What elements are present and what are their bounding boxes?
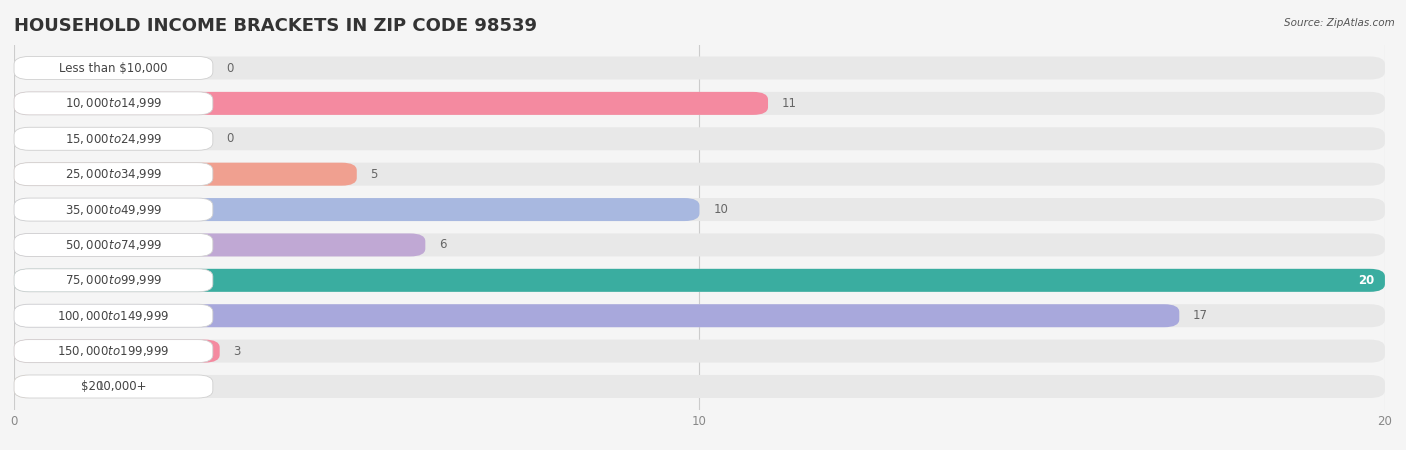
FancyBboxPatch shape xyxy=(14,269,1385,292)
FancyBboxPatch shape xyxy=(14,127,1385,150)
FancyBboxPatch shape xyxy=(14,375,1385,398)
Text: $50,000 to $74,999: $50,000 to $74,999 xyxy=(65,238,162,252)
FancyBboxPatch shape xyxy=(14,92,768,115)
FancyBboxPatch shape xyxy=(14,375,83,398)
FancyBboxPatch shape xyxy=(14,234,212,256)
Text: $15,000 to $24,999: $15,000 to $24,999 xyxy=(65,132,162,146)
FancyBboxPatch shape xyxy=(14,304,1180,327)
FancyBboxPatch shape xyxy=(14,57,1385,80)
Text: Source: ZipAtlas.com: Source: ZipAtlas.com xyxy=(1284,18,1395,28)
Text: $35,000 to $49,999: $35,000 to $49,999 xyxy=(65,202,162,216)
FancyBboxPatch shape xyxy=(14,340,219,363)
Text: $25,000 to $34,999: $25,000 to $34,999 xyxy=(65,167,162,181)
FancyBboxPatch shape xyxy=(14,198,1385,221)
FancyBboxPatch shape xyxy=(14,162,357,186)
Text: $100,000 to $149,999: $100,000 to $149,999 xyxy=(58,309,170,323)
FancyBboxPatch shape xyxy=(14,269,212,292)
FancyBboxPatch shape xyxy=(14,234,425,256)
Text: 20: 20 xyxy=(1358,274,1375,287)
FancyBboxPatch shape xyxy=(14,162,212,186)
FancyBboxPatch shape xyxy=(14,340,212,363)
Text: 11: 11 xyxy=(782,97,797,110)
Text: 3: 3 xyxy=(233,345,240,358)
FancyBboxPatch shape xyxy=(14,127,212,150)
FancyBboxPatch shape xyxy=(14,198,700,221)
Text: 10: 10 xyxy=(713,203,728,216)
Text: 0: 0 xyxy=(226,62,233,75)
Text: $75,000 to $99,999: $75,000 to $99,999 xyxy=(65,273,162,288)
Text: HOUSEHOLD INCOME BRACKETS IN ZIP CODE 98539: HOUSEHOLD INCOME BRACKETS IN ZIP CODE 98… xyxy=(14,17,537,35)
FancyBboxPatch shape xyxy=(14,57,212,80)
Text: Less than $10,000: Less than $10,000 xyxy=(59,62,167,75)
FancyBboxPatch shape xyxy=(14,304,1385,327)
FancyBboxPatch shape xyxy=(14,92,212,115)
FancyBboxPatch shape xyxy=(14,198,212,221)
Text: 17: 17 xyxy=(1192,309,1208,322)
Text: 1: 1 xyxy=(96,380,104,393)
Text: 6: 6 xyxy=(439,238,447,252)
Text: $10,000 to $14,999: $10,000 to $14,999 xyxy=(65,96,162,110)
FancyBboxPatch shape xyxy=(14,162,1385,186)
Text: $150,000 to $199,999: $150,000 to $199,999 xyxy=(58,344,170,358)
FancyBboxPatch shape xyxy=(14,340,1385,363)
Text: 0: 0 xyxy=(226,132,233,145)
FancyBboxPatch shape xyxy=(14,269,1385,292)
FancyBboxPatch shape xyxy=(14,304,212,327)
FancyBboxPatch shape xyxy=(14,234,1385,256)
FancyBboxPatch shape xyxy=(14,92,1385,115)
Text: $200,000+: $200,000+ xyxy=(80,380,146,393)
FancyBboxPatch shape xyxy=(14,375,212,398)
Text: 5: 5 xyxy=(371,168,378,180)
